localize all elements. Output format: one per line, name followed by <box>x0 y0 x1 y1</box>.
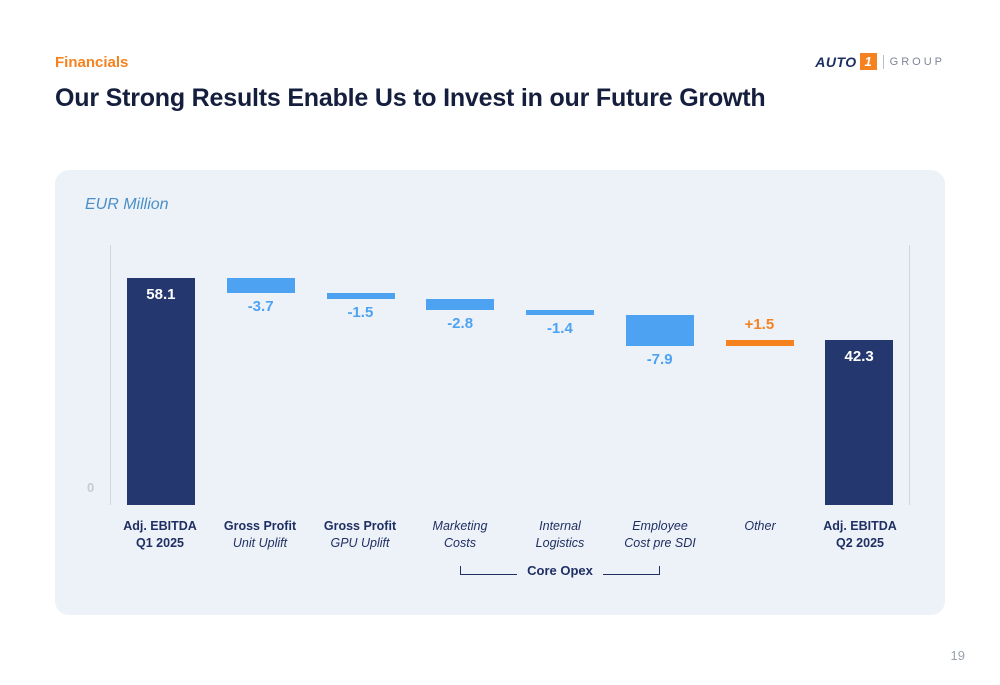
waterfall-column: -2.8 <box>410 245 510 505</box>
x-axis-label-line2: Cost pre SDI <box>624 535 696 550</box>
bar-value-label: -1.4 <box>546 320 573 338</box>
logo-divider <box>882 54 884 69</box>
bar-value-label: -7.9 <box>646 350 673 368</box>
auto1-group-logo: AUTO 1 GROUP <box>815 53 945 70</box>
bar-value-label: -1.5 <box>347 303 374 321</box>
x-axis-label-gross-profit-unit-uplift: Gross Profit Unit Uplift <box>210 518 310 552</box>
x-axis-label-marketing-costs: Marketing Costs <box>410 518 510 552</box>
waterfall-column: +1.5 <box>710 245 810 505</box>
section-eyebrow: Financials <box>55 54 129 71</box>
waterfall-column: -1.5 <box>311 245 411 505</box>
bar-internal-logistics <box>526 309 594 316</box>
waterfall-column: -3.7 <box>211 245 311 505</box>
x-axis-label-line2: GPU Uplift <box>330 535 390 550</box>
x-axis-label-gross-profit-gpu-uplift: Gross Profit GPU Uplift <box>310 518 410 552</box>
x-axis-label-line2: Unit Uplift <box>232 535 288 550</box>
axis-zero-label: 0 <box>87 480 95 495</box>
chart-panel: EUR Million 0 58.1 -3.7 -1.5 -2.8 -1.4 -7.9 +1… <box>55 170 945 615</box>
waterfall-column: 58.1 <box>111 245 211 505</box>
chart-unit-label: EUR Million <box>85 196 169 213</box>
bar-value-label: 42.3 <box>844 348 874 366</box>
x-axis-label-line2: Q1 2025 <box>136 535 184 550</box>
x-axis-label-internal-logistics: Internal Logistics <box>510 518 610 552</box>
x-axis-label-line1: Adj. EBITDA <box>123 519 197 533</box>
bar-employee-cost-pre-sdi <box>625 315 694 346</box>
bar-adj-ebitda-q2-2025 <box>825 340 894 505</box>
waterfall-column: -7.9 <box>610 245 710 505</box>
x-axis-label-line1: Adj. EBITDA <box>823 519 897 533</box>
bar-gross-profit-unit-uplift <box>226 278 295 293</box>
bar-gross-profit-gpu-uplift <box>326 292 395 299</box>
core-opex-bracket: Core Opex <box>460 561 660 578</box>
bar-value-label: -3.7 <box>247 297 274 315</box>
x-axis-label-adj-ebitda-q1-2025: Adj. EBITDA Q1 2025 <box>110 518 210 552</box>
x-axis-label-line1: Employee <box>632 519 688 533</box>
bar-other <box>725 340 794 346</box>
x-axis-label-line1: Marketing <box>432 519 488 533</box>
bracket-label: Core Opex <box>527 563 593 578</box>
x-axis-label-line2: Q2 2025 <box>836 535 884 550</box>
x-axis-label-adj-ebitda-q2-2025: Adj. EBITDA Q2 2025 <box>810 518 910 552</box>
page-title: Our Strong Results Enable Us to Invest i… <box>55 84 766 112</box>
x-axis-label-other: Other <box>710 518 810 552</box>
x-axis-label-line1: Gross Profit <box>223 519 297 533</box>
bar-value-label: 58.1 <box>146 286 176 304</box>
page-number: 19 <box>950 648 965 663</box>
x-axis-label-employee-cost-pre-sdi: Employee Cost pre SDI <box>610 518 710 552</box>
bracket-right-segment <box>602 566 660 575</box>
bracket-left-segment <box>460 566 518 575</box>
waterfall-column: -1.4 <box>510 245 610 505</box>
logo-one-badge: 1 <box>859 53 877 70</box>
waterfall-column: 42.3 <box>809 245 909 505</box>
bar-value-label: +1.5 <box>744 316 775 334</box>
waterfall-plot: 58.1 -3.7 -1.5 -2.8 -1.4 -7.9 +1.5 42.3 <box>110 245 910 505</box>
x-axis-label-line1: Internal <box>539 519 581 533</box>
x-axis-label-line2: Costs <box>444 535 476 550</box>
x-axis-labels: Adj. EBITDA Q1 2025 Gross Profit Unit Uplif… <box>110 518 910 552</box>
logo-group-text: GROUP <box>889 55 945 68</box>
bar-adj-ebitda-q1-2025 <box>127 278 195 505</box>
x-axis-label-line1: Gross Profit <box>323 519 397 533</box>
x-axis-label-line2: Logistics <box>535 535 585 550</box>
x-axis-label-line1: Other <box>744 519 776 533</box>
logo-auto-text: AUTO <box>815 53 857 70</box>
bar-marketing-costs <box>426 298 495 310</box>
bar-value-label: -2.8 <box>447 314 474 332</box>
